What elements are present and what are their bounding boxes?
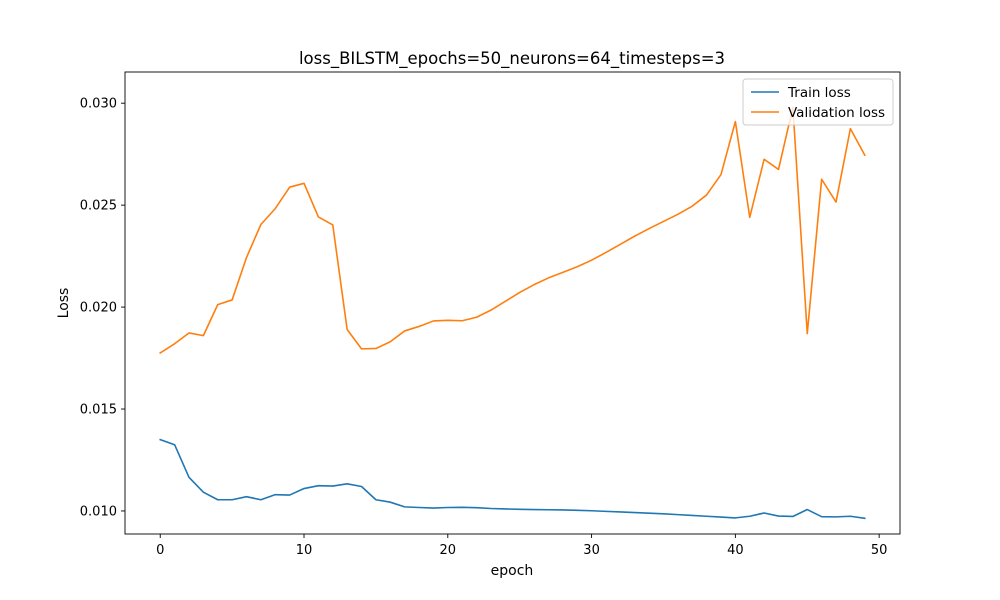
y-tick-label: 0.015 bbox=[80, 403, 117, 418]
x-tick-label: 10 bbox=[296, 543, 313, 558]
chart-title: loss_BILSTM_epochs=50_neurons=64_timeste… bbox=[299, 49, 725, 69]
x-tick-label: 50 bbox=[871, 543, 888, 558]
legend-label-0: Train loss bbox=[787, 85, 851, 101]
x-tick-label: 0 bbox=[156, 543, 164, 558]
x-tick-label: 40 bbox=[727, 543, 744, 558]
y-tick-label: 0.020 bbox=[80, 301, 117, 316]
series-line-0 bbox=[159, 438, 866, 520]
x-tick-label: 30 bbox=[583, 543, 600, 558]
axes: 0 10 20 30 40 50 0.010 0.015 0.020 0.025 0.030 bbox=[80, 71, 901, 558]
series-line-1 bbox=[159, 106, 866, 355]
legend: Train loss Validation loss bbox=[742, 78, 894, 126]
y-tick-label: 0.025 bbox=[80, 199, 117, 214]
x-tick-label: 20 bbox=[440, 543, 457, 558]
x-axis-label: epoch bbox=[491, 563, 534, 579]
y-axis-label: Loss bbox=[56, 288, 72, 319]
legend-box bbox=[742, 78, 894, 126]
legend-label-1: Validation loss bbox=[788, 105, 885, 121]
y-tick-label: 0.010 bbox=[80, 504, 117, 519]
axes-frame bbox=[124, 71, 901, 535]
plot-area bbox=[159, 106, 866, 520]
y-tick-label: 0.030 bbox=[80, 97, 117, 112]
